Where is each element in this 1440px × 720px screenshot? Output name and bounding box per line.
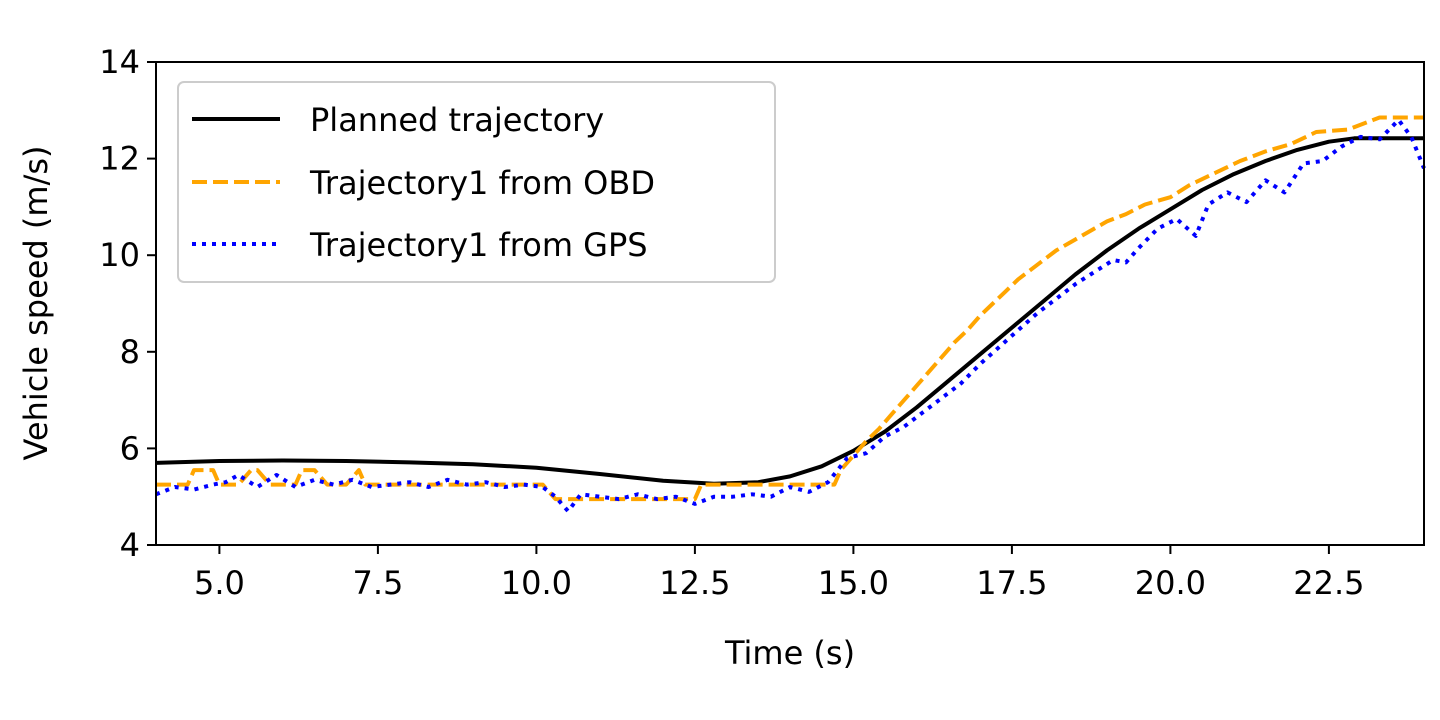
series-layer [155,115,1426,514]
series-gps-trajectory [155,118,1426,514]
y-tick-label: 4 [120,526,140,564]
legend-label-planned: Planned trajectory [310,101,604,139]
x-tick-label: 5.0 [194,564,245,602]
legend: Planned trajectory Trajectory1 from OBD … [177,81,776,283]
ticks-layer: 5.0 7.5 10.0 12.5 15.0 17.5 20.0 22.5 4 6 8 10 12 14 [99,43,1364,602]
y-tick-label: 10 [99,236,140,274]
y-axis-title: Vehicle speed (m/s) [17,145,55,460]
legend-label-obd: Trajectory1 from OBD [309,164,655,202]
legend-label-gps: Trajectory1 from GPS [309,226,648,264]
x-tick-label: 22.5 [1293,564,1364,602]
plot-frame [155,61,1425,546]
series-planned-trajectory [155,136,1424,486]
x-tick-label: 10.0 [501,564,572,602]
y-tick-label: 8 [120,333,140,371]
legend-box [177,81,776,283]
x-tick-label: 15.0 [818,564,889,602]
y-tick-label: 6 [120,429,140,467]
x-axis-title: Time (s) [724,634,855,672]
series-obd-trajectory [156,115,1424,502]
x-tick-label: 20.0 [1135,564,1206,602]
y-tick-label: 12 [99,140,140,178]
x-tick-label: 17.5 [976,564,1047,602]
x-tick-label: 7.5 [352,564,403,602]
x-tick-label: 12.5 [659,564,730,602]
y-tick-label: 14 [99,43,140,81]
